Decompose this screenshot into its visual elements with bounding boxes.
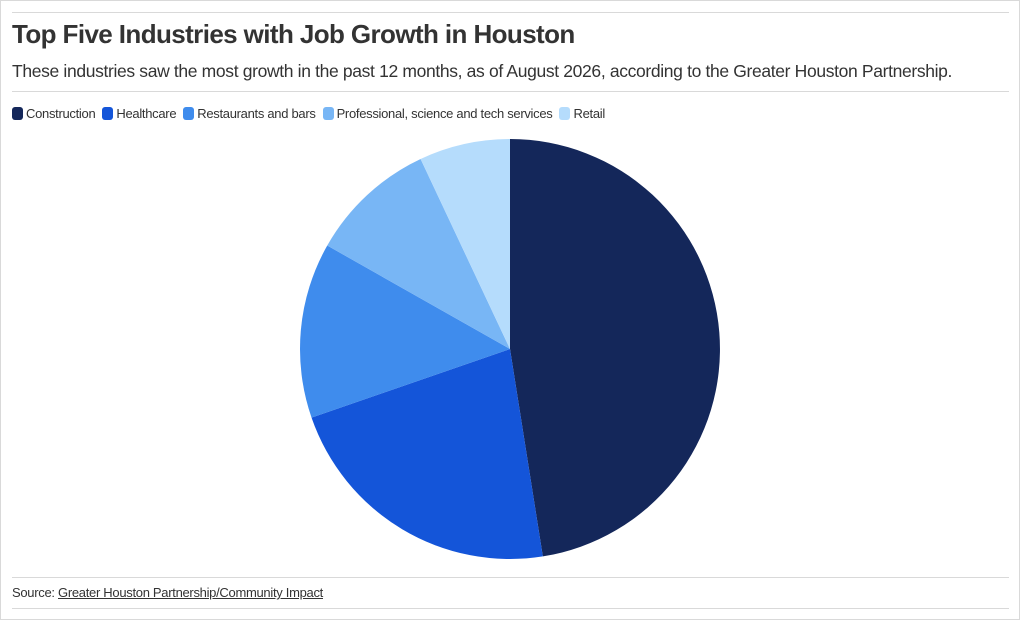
legend-item[interactable]: Construction <box>12 106 96 121</box>
legend-swatch <box>559 107 571 120</box>
top-rule <box>12 12 1009 13</box>
footer-top-rule <box>12 577 1009 578</box>
pie-slice-restaurants-and-bars[interactable] <box>300 245 510 418</box>
legend-swatch <box>12 107 23 120</box>
header-rule <box>12 91 1009 92</box>
legend-swatch <box>102 107 114 120</box>
legend-item[interactable]: Retail <box>559 106 605 121</box>
pie-slice-construction[interactable] <box>510 139 720 557</box>
legend-item[interactable]: Restaurants and bars <box>183 106 316 121</box>
legend-label: Professional, science and tech services <box>336 106 553 121</box>
legend-swatch <box>183 107 195 120</box>
pie-slice-healthcare[interactable] <box>311 349 543 559</box>
pie-chart <box>300 139 720 559</box>
chart-legend: Construction Healthcare Restaurants and ba… <box>12 106 612 121</box>
legend-label: Construction <box>26 106 96 121</box>
legend-item[interactable]: Healthcare <box>102 106 177 121</box>
legend-label: Healthcare <box>116 106 177 121</box>
legend-label: Restaurants and bars <box>197 106 316 121</box>
legend-item[interactable]: Professional, science and tech services <box>322 106 553 121</box>
legend-swatch <box>322 107 334 120</box>
chart-subtitle: These industries saw the most growth in … <box>12 61 953 81</box>
pie-slice-retail[interactable] <box>420 139 510 349</box>
pie-slice-professional-science-and-tech-services[interactable] <box>327 158 510 349</box>
legend-label: Retail <box>573 106 605 121</box>
source-link[interactable]: Greater Houston Partnership/Community Im… <box>58 585 323 600</box>
footer-bottom-rule <box>12 608 1009 609</box>
source-prefix: Source: <box>12 585 55 600</box>
chart-title: Top Five Industries with Job Growth in H… <box>12 19 575 49</box>
source-line: Source: Greater Houston Partnership/Comm… <box>12 585 323 600</box>
